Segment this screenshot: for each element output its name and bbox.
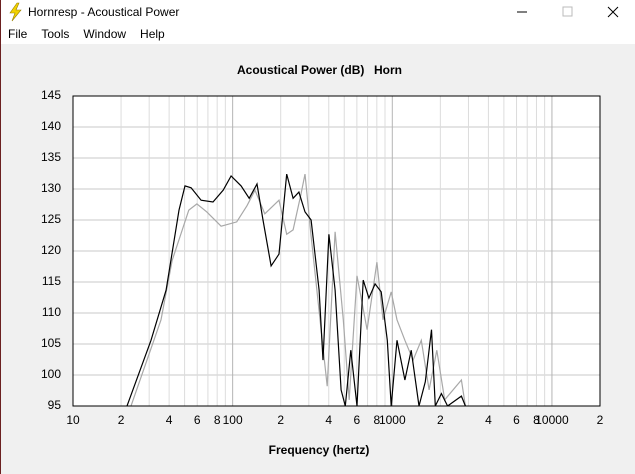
x-tick-label: 10000: [535, 413, 569, 427]
menu-item[interactable]: File: [8, 27, 28, 41]
x-tick-label: 8: [373, 413, 380, 427]
window-title: Hornresp - Acoustical Power: [28, 5, 180, 19]
x-tick-label: 1000: [379, 413, 406, 427]
x-tick-label: 6: [513, 413, 520, 427]
y-tick-label: 115: [42, 274, 61, 288]
y-tick-label: 135: [41, 150, 61, 164]
y-tick-label: 105: [41, 336, 61, 350]
chart-title: Acoustical Power (dB): [237, 63, 364, 77]
y-tick-label: 125: [41, 212, 61, 226]
x-tick-label: 4: [166, 413, 173, 427]
y-tick-label: 145: [41, 88, 61, 102]
menu-item[interactable]: Window: [83, 27, 127, 41]
menu-item[interactable]: Help: [140, 27, 165, 41]
maximize[interactable]: [562, 6, 573, 17]
chart-subtitle: Horn: [374, 63, 402, 77]
menu-bar: File Tools Window Help: [1, 24, 635, 44]
chart: Acoustical Power (dB) Horn Frequency (he…: [41, 63, 604, 457]
x-axis-label: Frequency (hertz): [269, 443, 370, 457]
y-tick-label: 100: [41, 367, 61, 381]
x-tick-label: 6: [354, 413, 361, 427]
x-tick-label: 2: [597, 413, 604, 427]
x-tick-label: 100: [223, 413, 243, 427]
plot-border: [72, 95, 601, 407]
x-tick-label: 2: [118, 413, 125, 427]
x-tick-label: 6: [194, 413, 201, 427]
x-tick-label: 8: [533, 413, 540, 427]
y-tick-label: 120: [41, 243, 61, 257]
series-line: [130, 173, 466, 406]
x-tick-label: 2: [277, 413, 284, 427]
x-tick-label: 2: [437, 413, 444, 427]
close[interactable]: [607, 6, 619, 18]
y-tick-label: 130: [41, 181, 61, 195]
x-tick-label: 4: [325, 413, 332, 427]
y-tick-label: 95: [48, 398, 62, 412]
y-tick-label: 110: [42, 305, 61, 319]
series-line: [126, 173, 466, 406]
y-tick-label: 140: [41, 119, 61, 133]
x-tick-label: 10: [66, 413, 80, 427]
menu-item[interactable]: Tools: [41, 27, 70, 41]
x-tick-label: 8: [214, 413, 221, 427]
app-icon: [9, 2, 22, 22]
window-controls[interactable]: [515, 0, 635, 24]
title-bar: Hornresp - Acoustical Power: [1, 0, 635, 24]
x-tick-label: 4: [485, 413, 492, 427]
